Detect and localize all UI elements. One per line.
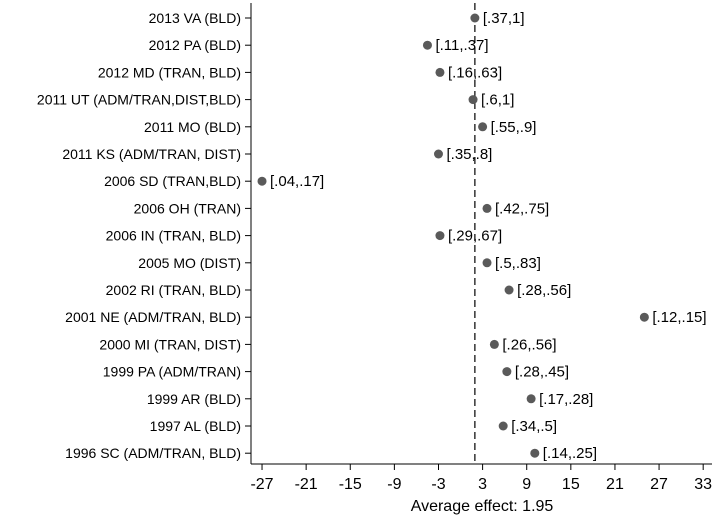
interval-label: [.28,.45] [515, 364, 569, 381]
x-tick-label: 27 [650, 476, 668, 493]
interval-label: [.26,.56] [502, 336, 556, 353]
interval-label: [.29,.67] [448, 228, 502, 245]
x-axis-title: Average effect: 1.95 [411, 498, 554, 515]
category-label: 1997 AL (BLD) [150, 418, 241, 434]
interval-label: [.42,.75] [495, 200, 549, 217]
data-point-marker [526, 394, 536, 404]
data-point-marker [482, 203, 492, 213]
category-label: 2001 NE (ADM/TRAN, BLD) [65, 309, 241, 325]
interval-label: [.6,1] [481, 92, 514, 109]
interval-label: [.37,1] [483, 10, 525, 27]
category-label: 2006 SD (TRAN,BLD) [104, 173, 241, 189]
category-label: 2012 PA (BLD) [149, 37, 241, 53]
x-tick-label: -21 [295, 476, 318, 493]
interval-label: [.17,.28] [539, 391, 593, 408]
interval-label: [.28,.56] [517, 282, 571, 299]
interval-label: [.55,.9] [491, 119, 537, 136]
data-point-marker [435, 231, 445, 241]
data-point-marker [504, 285, 514, 295]
data-point-marker [498, 421, 508, 431]
category-label: 1999 AR (BLD) [147, 391, 241, 407]
interval-label: [.12,.15] [652, 309, 706, 326]
interval-label: [.11,.37] [435, 37, 488, 54]
x-tick-label: 15 [562, 476, 580, 493]
data-point-marker [639, 312, 649, 322]
data-point-marker [433, 149, 443, 159]
x-tick-label: 3 [478, 476, 487, 493]
data-point-marker [489, 339, 499, 349]
category-label: 2011 UT (ADM/TRAN,DIST,BLD) [37, 92, 241, 108]
data-point-marker [502, 367, 512, 377]
x-tick-label: 9 [522, 476, 531, 493]
interval-label: [.14,.25] [543, 445, 597, 462]
category-label: 2000 MI (TRAN, DIST) [99, 336, 241, 352]
data-point-marker [530, 448, 540, 458]
category-label: 2011 MO (BLD) [144, 119, 241, 135]
x-tick-label: 33 [694, 476, 712, 493]
x-tick-label: -9 [387, 476, 401, 493]
category-label: 1996 SC (ADM/TRAN, BLD) [65, 445, 241, 461]
interval-label: [.34,.5] [511, 418, 557, 435]
x-axis-ticks: -27 -21 -15 -9 -3 3 9 15 21 27 33 [250, 464, 712, 493]
data-point-marker [470, 13, 480, 23]
data-point-marker [468, 95, 478, 105]
x-tick-label: 21 [606, 476, 624, 493]
x-tick-label: -27 [250, 476, 273, 493]
category-label: 2012 MD (TRAN, BLD) [98, 64, 241, 80]
interval-label: [.35,.8] [446, 146, 492, 163]
data-point-marker [435, 67, 445, 77]
category-label: 2005 MO (DIST) [138, 255, 241, 271]
category-label: 2006 IN (TRAN, BLD) [106, 228, 241, 244]
interval-label: [.16,.63] [448, 64, 502, 81]
category-label: 2011 KS (ADM/TRAN, DIST) [62, 146, 241, 162]
data-point-marker [422, 40, 432, 50]
interval-label: [.5,.83] [495, 255, 541, 272]
data-point-marker [482, 258, 492, 268]
x-tick-label: -15 [339, 476, 362, 493]
x-tick-label: -3 [431, 476, 445, 493]
data-points: [.37,1] [.11,.37] [.16,.63] [.6,1] [.55,.9] [… [257, 10, 707, 462]
category-label: 2002 RI (TRAN, BLD) [106, 282, 241, 298]
interval-label: [.04,.17] [270, 173, 324, 190]
category-label: 1999 PA (ADM/TRAN) [103, 364, 241, 380]
data-point-marker [257, 176, 267, 186]
category-label: 2013 VA (BLD) [149, 10, 241, 26]
category-label: 2006 OH (TRAN) [134, 200, 241, 216]
data-point-marker [478, 122, 488, 132]
category-labels: 2013 VA (BLD) 2012 PA (BLD) 2012 MD (TRAN,… [37, 10, 251, 461]
